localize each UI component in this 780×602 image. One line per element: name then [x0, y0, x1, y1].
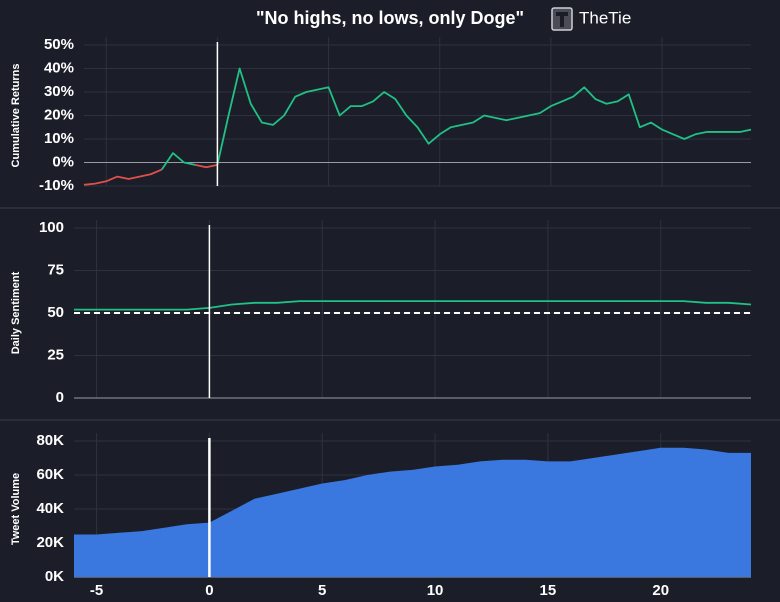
y-axis-label: Daily Sentiment [10, 271, 22, 354]
y-tick-label: 60K [36, 466, 64, 483]
x-tick-label: 10 [427, 582, 444, 599]
chart-title: "No highs, no lows, only Doge" [256, 8, 524, 28]
logo-glyph [556, 12, 568, 27]
y-tick-label: 0K [45, 568, 64, 585]
y-tick-label: 40K [36, 500, 64, 517]
y-tick-label: 25 [47, 346, 64, 363]
y-tick-label: 75 [47, 261, 64, 278]
y-tick-label: 40% [44, 59, 74, 76]
y-tick-label: 100 [39, 219, 64, 236]
y-tick-label: 20K [36, 534, 64, 551]
y-tick-label: 50 [47, 304, 64, 321]
y-tick-label: 10% [44, 130, 74, 147]
line [161, 152, 196, 171]
logo-text: TheTie [579, 8, 631, 27]
line [74, 300, 752, 311]
x-tick-label: 0 [205, 582, 213, 599]
line [194, 163, 218, 169]
x-tick-label: 5 [318, 582, 326, 599]
y-tick-label: 0 [56, 389, 64, 406]
y-tick-label: 80K [36, 432, 64, 449]
x-tick-label: -5 [90, 582, 103, 599]
y-tick-label: 50% [44, 36, 74, 53]
y-tick-label: 0% [52, 153, 74, 170]
line [83, 168, 163, 186]
area [74, 447, 751, 577]
x-tick-label: 20 [652, 582, 669, 599]
y-axis-label: Cumulative Returns [10, 64, 22, 168]
line [216, 67, 752, 166]
y-tick-label: -10% [39, 177, 74, 194]
y-tick-label: 20% [44, 106, 74, 123]
y-tick-label: 30% [44, 83, 74, 100]
y-axis-label: Tweet Volume [10, 473, 22, 545]
x-tick-label: 15 [540, 582, 557, 599]
